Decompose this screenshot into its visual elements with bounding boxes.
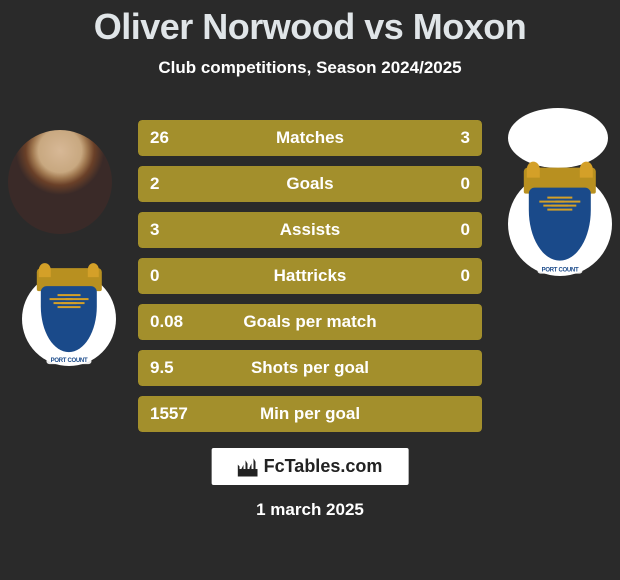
comparison-subtitle: Club competitions, Season 2024/2025	[0, 58, 620, 78]
stat-value-left: 0	[150, 266, 159, 286]
player2-avatar	[508, 108, 608, 168]
stat-row: 0 0 Hattricks	[138, 258, 482, 294]
stat-value-right: 0	[461, 174, 470, 194]
stats-table: 26 3 Matches 2 0 Goals 3 0 Assists 0 0 Hattricks 0.0…	[138, 120, 482, 442]
player1-club-crest: PORT COUNT	[22, 272, 116, 366]
stat-label: Matches	[276, 128, 344, 148]
stat-value-right: 0	[461, 266, 470, 286]
stat-value-left: 2	[150, 174, 159, 194]
chart-icon	[238, 457, 258, 477]
stat-value-right: 0	[461, 220, 470, 240]
stat-value-left: 0.08	[150, 312, 183, 332]
comparison-date: 1 march 2025	[256, 500, 364, 520]
comparison-title: Oliver Norwood vs Moxon	[0, 0, 620, 48]
stat-row: 9.5 Shots per goal	[138, 350, 482, 386]
stat-label: Hattricks	[274, 266, 347, 286]
stat-label: Goals	[286, 174, 333, 194]
stat-label: Assists	[280, 220, 340, 240]
stat-value-left: 1557	[150, 404, 188, 424]
stat-row: 0.08 Goals per match	[138, 304, 482, 340]
site-watermark: FcTables.com	[212, 448, 409, 485]
stat-value-left: 26	[150, 128, 169, 148]
player2-club-crest: PORT COUNT	[508, 172, 612, 276]
stat-row: 1557 Min per goal	[138, 396, 482, 432]
player1-avatar	[8, 130, 112, 234]
stat-row: 26 3 Matches	[138, 120, 482, 156]
crest-ribbon: PORT COUNT	[538, 267, 583, 273]
stat-label: Shots per goal	[251, 358, 369, 378]
stat-label: Goals per match	[243, 312, 376, 332]
stat-value-right: 3	[461, 128, 470, 148]
stat-row: 2 0 Goals	[138, 166, 482, 202]
stat-value-left: 9.5	[150, 358, 174, 378]
crest-ribbon: PORT COUNT	[47, 358, 92, 364]
stat-value-left: 3	[150, 220, 159, 240]
watermark-text: FcTables.com	[264, 456, 383, 477]
stat-label: Min per goal	[260, 404, 360, 424]
stat-row: 3 0 Assists	[138, 212, 482, 248]
